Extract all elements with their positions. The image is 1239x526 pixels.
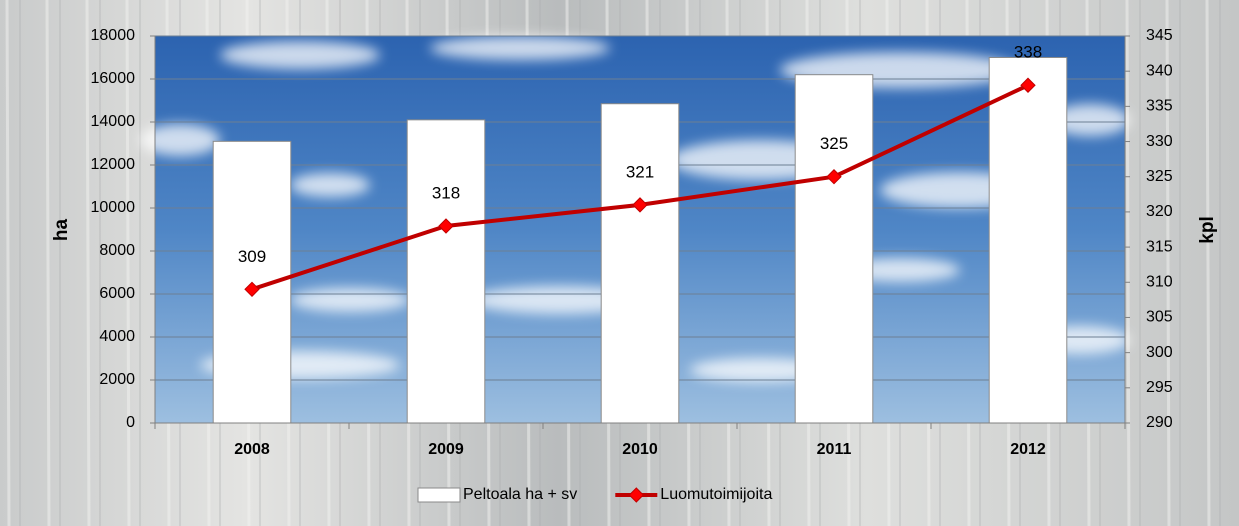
- y-tick-label: 18000: [91, 27, 136, 44]
- x-tick-label: 2011: [817, 441, 852, 458]
- y-tick-label: 2000: [99, 371, 135, 388]
- x-tick-label: 2008: [234, 441, 270, 458]
- data-label: 318: [432, 183, 460, 202]
- legend-swatch: [417, 487, 461, 503]
- y-tick-label: 6000: [99, 285, 135, 302]
- bar: [794, 74, 874, 424]
- y2-tick-label: 330: [1146, 133, 1173, 150]
- marker: [1020, 77, 1036, 93]
- bar: [600, 103, 680, 424]
- x-tick-label: 2012: [1010, 441, 1046, 458]
- y2-tick-label: 300: [1146, 344, 1173, 361]
- y2-tick-label: 305: [1146, 309, 1173, 326]
- x-tick-label: 2009: [428, 441, 464, 458]
- legend-label: Peltoala ha + sv: [463, 486, 577, 503]
- data-label: 321: [626, 162, 654, 181]
- y-tick-label: 16000: [91, 70, 136, 87]
- y2-tick-label: 320: [1146, 203, 1173, 220]
- y-tick-label: 14000: [91, 113, 136, 130]
- y-tick-label: 8000: [99, 242, 135, 259]
- y-tick-label: 0: [126, 414, 135, 431]
- y2-tick-label: 290: [1146, 414, 1173, 431]
- y-tick-label: 12000: [91, 156, 136, 173]
- y-axis-title: ha: [51, 218, 72, 241]
- bar: [988, 57, 1068, 424]
- y-tick-label: 4000: [99, 328, 135, 345]
- data-label: 338: [1014, 43, 1042, 62]
- x-tick-label: 2010: [622, 441, 658, 458]
- marker: [826, 169, 842, 185]
- y2-tick-label: 310: [1146, 273, 1173, 290]
- legend-label: Luomutoimijoita: [660, 486, 772, 503]
- y2-tick-label: 315: [1146, 238, 1173, 255]
- y2-tick-label: 295: [1146, 379, 1173, 396]
- y2-tick-label: 340: [1146, 62, 1173, 79]
- y2-tick-label: 335: [1146, 98, 1173, 115]
- bar: [406, 119, 486, 424]
- y2-tick-label: 345: [1146, 27, 1173, 44]
- legend-marker: [628, 487, 645, 503]
- y-tick-label: 10000: [91, 199, 136, 216]
- marker: [438, 218, 454, 234]
- y2-axis-title: kpl: [1197, 216, 1218, 243]
- data-label: 325: [820, 134, 848, 153]
- marker: [632, 197, 648, 213]
- y2-tick-label: 325: [1146, 168, 1173, 185]
- marker: [244, 281, 260, 298]
- data-label: 309: [238, 247, 266, 266]
